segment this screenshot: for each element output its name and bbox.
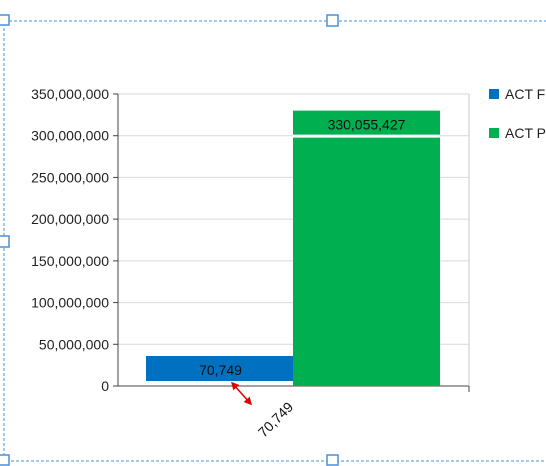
- selection-frame[interactable]: [0, 14, 546, 466]
- y-tick-label: 250,000,000: [31, 169, 109, 185]
- y-axis-tick-labels: 0 50,000,000 100,000,000 150,000,000 200,000…: [31, 86, 109, 394]
- bars: [146, 110, 440, 387]
- resize-handle-top-center[interactable]: [326, 14, 339, 27]
- annotation: 70,749: [230, 381, 297, 441]
- y-tick-label: 100,000,000: [31, 295, 109, 311]
- annotation-label: 70,749: [255, 399, 297, 441]
- data-labels: 330,055,427 70,749: [199, 117, 406, 378]
- y-tick-label: 200,000,000: [31, 211, 109, 227]
- legend[interactable]: ACT F ACT P: [489, 86, 546, 141]
- data-label-act-p: 330,055,427: [328, 117, 406, 133]
- data-label-act-f: 70,749: [199, 362, 242, 378]
- legend-swatch: [489, 89, 499, 99]
- legend-swatch: [489, 128, 499, 138]
- y-tick-label: 150,000,000: [31, 253, 109, 269]
- bar-break-strip: [293, 134, 440, 138]
- resize-handle-bottom-center[interactable]: [326, 454, 339, 466]
- legend-entry-label[interactable]: ACT P: [505, 125, 546, 141]
- y-tick-label: 50,000,000: [39, 336, 109, 352]
- y-tick-label: 0: [101, 378, 109, 394]
- annotation-arrow: [230, 381, 253, 406]
- resize-handle-bottom-left[interactable]: [0, 454, 10, 466]
- resize-handle-top-left[interactable]: [0, 14, 10, 26]
- y-tick-label: 350,000,000: [31, 86, 109, 102]
- bar-series-act-p[interactable]: [293, 110, 440, 387]
- resize-handle-middle-left[interactable]: [0, 235, 10, 248]
- y-tick-label: 300,000,000: [31, 128, 109, 144]
- bar-series-act-f[interactable]: [146, 356, 293, 381]
- legend-entry-label[interactable]: ACT F: [505, 86, 545, 102]
